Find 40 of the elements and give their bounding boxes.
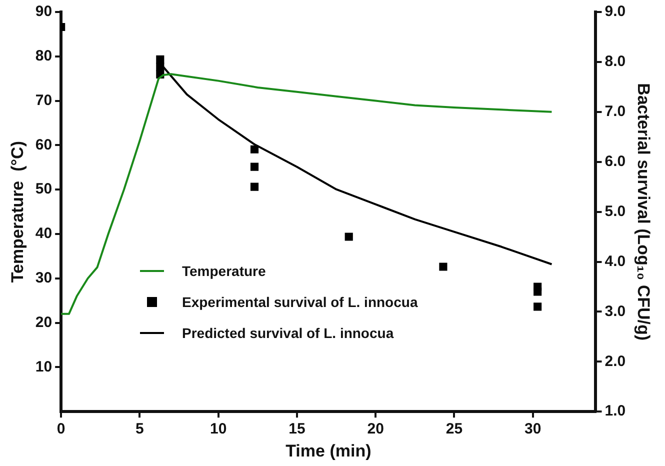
point: [534, 302, 542, 311]
y2-axis-title: Bacterial survival (Log₁₀ CFU/g): [634, 83, 654, 341]
legend-label: Temperature: [182, 262, 266, 278]
y-axis-title: Temperature (°C): [8, 141, 27, 283]
y2-tick-label: 3.0: [604, 302, 626, 320]
y2-tick-label: 1.0: [604, 402, 626, 420]
y2-tick-label: 5.0: [604, 202, 626, 220]
y-tick-label: 80: [35, 48, 52, 65]
x-tick-label: 25: [446, 420, 463, 438]
y2-tick-label: 8.0: [604, 53, 626, 70]
point: [156, 55, 164, 64]
y-tick-label: 50: [35, 180, 52, 198]
point: [250, 145, 259, 154]
point: [534, 288, 542, 296]
y-tick-label: 20: [35, 314, 52, 331]
point: [344, 232, 353, 241]
legend-label: Predicted survival of L. innocua: [182, 324, 394, 340]
legend-label: Experimental survival of L. innocua: [182, 294, 418, 310]
y-tick-label: 60: [35, 136, 52, 154]
y2-tick-label: 2.0: [604, 352, 626, 370]
y-tick-label: 40: [35, 225, 52, 242]
x-tick-label: 10: [210, 420, 227, 438]
y-tick-label: 70: [35, 92, 52, 109]
x-axis-title: Time (min): [286, 441, 372, 460]
y-tick-label: 10: [35, 358, 52, 376]
y2-tick-label: 6.0: [604, 152, 626, 170]
x-tick-label: 15: [288, 420, 306, 438]
point: [250, 162, 259, 171]
x-tick-label: 20: [367, 420, 384, 438]
x-tick-label: 30: [524, 420, 542, 438]
x-tick-label: 0: [56, 420, 66, 438]
point: [156, 62, 164, 71]
x-tick-label: 5: [136, 420, 144, 438]
y-tick-label: 90: [35, 3, 52, 20]
y2-tick-label: 4.0: [604, 252, 626, 270]
y-tick-label: 30: [35, 270, 52, 287]
y2-tick-label: 7.0: [604, 103, 626, 120]
point: [439, 262, 448, 271]
y2-tick-label: 9.0: [604, 3, 626, 20]
point: [250, 182, 259, 191]
